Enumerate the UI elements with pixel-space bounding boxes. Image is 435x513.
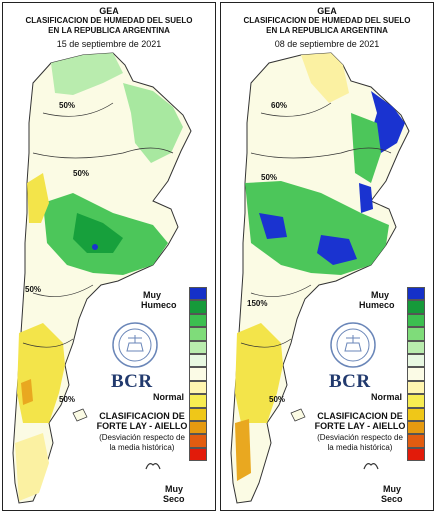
- classification-note-1: (Desviación respecto de: [99, 433, 185, 442]
- isoline: [260, 102, 332, 117]
- isoline-label: 60%: [271, 101, 288, 110]
- panel-subtitle-2: EN LA REPUBLICA ARGENTINA: [266, 26, 388, 35]
- legend-swatch: [407, 367, 425, 381]
- north-wet-zone: [51, 53, 123, 95]
- legend-label-normal: Normal: [371, 392, 403, 402]
- bcr-seal-logo: [112, 322, 158, 368]
- patagonia-south-zone: [15, 433, 49, 501]
- legend-swatch: [407, 420, 425, 435]
- isoline: [250, 147, 392, 159]
- legend-swatch: [189, 447, 207, 462]
- isoline-label: 50%: [59, 101, 76, 110]
- legend-label-very-dry-2: Seco: [163, 494, 185, 504]
- legend-swatch: [407, 313, 425, 328]
- legend-color-scale: [407, 287, 425, 462]
- small-logo-icon: [145, 463, 161, 470]
- legend-swatch: [189, 367, 207, 381]
- legend-label-very-wet-1: Muy: [143, 290, 161, 300]
- north-east-very-wet-zone: [371, 91, 405, 153]
- legend-swatch: [407, 353, 425, 368]
- very-wet-spot: [92, 244, 98, 250]
- classification-note-1: (Desviación respecto de: [317, 433, 403, 442]
- isoline-label: 50%: [59, 395, 76, 404]
- small-logo-icon: [363, 463, 379, 470]
- legend-swatch: [189, 420, 207, 435]
- malvinas-islands: [72, 408, 88, 422]
- classification-title-2: FORTE LAY - AIELLO: [96, 421, 188, 431]
- isoline: [250, 284, 312, 297]
- legend-swatch: [189, 380, 207, 395]
- panel-subtitle-1: CLASIFICACION DE HUMEDAD DEL SUELO: [25, 16, 193, 25]
- legend-swatch: [407, 447, 425, 462]
- legend-swatch: [407, 340, 425, 354]
- legend-color-scale: [189, 287, 207, 462]
- east-very-wet-zone: [359, 183, 373, 213]
- legend-swatch: [407, 287, 425, 301]
- legend-label-very-dry-2: Seco: [381, 494, 403, 504]
- west-dry-zone: [27, 173, 49, 223]
- south-dry-zone: [235, 323, 283, 423]
- panel-date: 08 de septiembre de 2021: [274, 39, 380, 49]
- legend-swatch: [189, 434, 207, 448]
- legend-swatch: [189, 287, 207, 301]
- isoline: [240, 338, 292, 348]
- bcr-seal-logo: [330, 322, 376, 368]
- legend-swatch: [407, 394, 425, 408]
- legend-swatch: [189, 340, 207, 354]
- panel-title: GEA: [99, 6, 119, 16]
- legend-label-very-wet-2: Humeco: [141, 300, 177, 310]
- legend-swatch: [189, 407, 207, 421]
- central-very-wet-zone-1: [259, 213, 287, 239]
- legend-swatch: [189, 313, 207, 328]
- legend-label-normal: Normal: [153, 392, 185, 402]
- legend-label-very-dry-1: Muy: [383, 484, 401, 494]
- map-panel-right: GEA CLASIFICACION DE HUMEDAD DEL SUELO E…: [220, 2, 434, 511]
- map-panel-left: GEA CLASIFICACION DE HUMEDAD DEL SUELO E…: [2, 2, 216, 511]
- legend-label-very-dry-1: Muy: [165, 484, 183, 494]
- legend-swatch: [407, 380, 425, 395]
- panel-subtitle-2: EN LA REPUBLICA ARGENTINA: [48, 26, 170, 35]
- legend-label-very-wet-1: Muy: [371, 290, 389, 300]
- central-very-wet-zone-2: [317, 235, 357, 265]
- legend-swatch: [407, 434, 425, 448]
- isoline: [42, 102, 114, 117]
- isoline: [22, 338, 74, 348]
- panel-title: GEA: [317, 6, 337, 16]
- classification-note-2: la media histórica): [109, 443, 175, 452]
- malvinas-islands: [290, 408, 306, 422]
- isoline: [32, 147, 174, 159]
- legend-swatch: [407, 300, 425, 314]
- south-orange-zone: [21, 379, 33, 405]
- classification-title-1: CLASIFICACION DE: [317, 411, 403, 421]
- isoline-label: 50%: [73, 169, 90, 178]
- brand-text: BCR: [111, 371, 153, 392]
- isoline-label: 50%: [261, 173, 278, 182]
- brand-text: BCR: [329, 371, 371, 392]
- legend-swatch: [189, 394, 207, 408]
- north-east-wet-zone: [123, 83, 183, 163]
- classification-title-2: FORTE LAY - AIELLO: [314, 421, 406, 431]
- panel-date: 15 de septiembre de 2021: [56, 39, 162, 49]
- classification-title-1: CLASIFICACION DE: [99, 411, 185, 421]
- legend-label-very-wet-2: Humeco: [359, 300, 395, 310]
- panel-subtitle-1: CLASIFICACION DE HUMEDAD DEL SUELO: [243, 16, 411, 25]
- isoline-label: 50%: [25, 285, 42, 294]
- legend-swatch: [189, 327, 207, 341]
- legend-swatch: [407, 407, 425, 421]
- legend-swatch: [189, 300, 207, 314]
- argentina-soil-moisture-map: [12, 52, 192, 504]
- isoline: [32, 284, 94, 297]
- legend-swatch: [407, 327, 425, 341]
- classification-note-2: la media histórica): [327, 443, 393, 452]
- north-dry-zone: [301, 53, 349, 103]
- central-very-wet-zone: [73, 213, 123, 253]
- legend-swatch: [189, 353, 207, 368]
- argentina-soil-moisture-map: [230, 52, 410, 504]
- isoline-label: 150%: [247, 299, 268, 308]
- isoline-label: 50%: [269, 395, 286, 404]
- south-orange-zone: [235, 419, 251, 481]
